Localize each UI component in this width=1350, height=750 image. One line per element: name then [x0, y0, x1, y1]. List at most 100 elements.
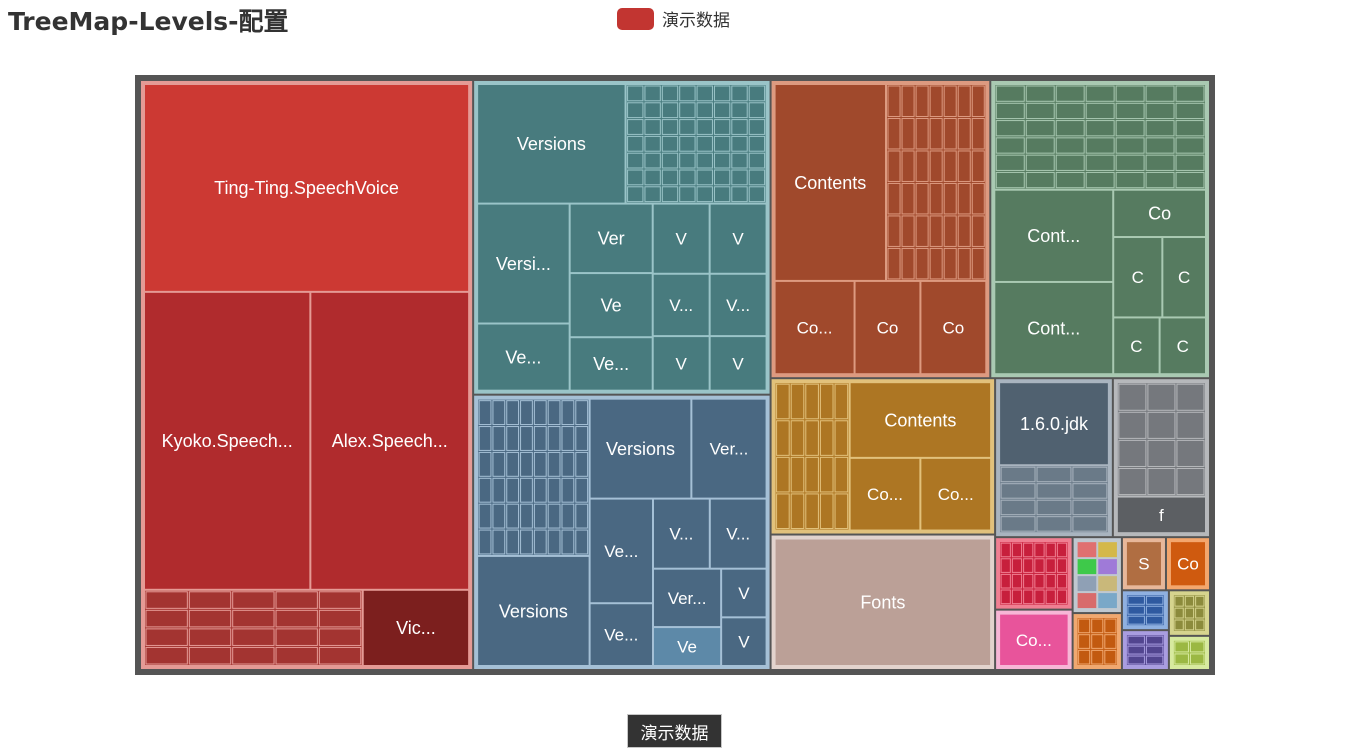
treemap-node-versions-2-1[interactable] — [478, 556, 589, 665]
treemap-node-v-1-7[interactable] — [653, 204, 709, 273]
treemap-group-misc-red[interactable] — [996, 538, 1072, 609]
treemap-node-tile-11-2[interactable] — [1077, 559, 1097, 575]
treemap-subnode[interactable] — [776, 493, 790, 530]
treemap-subnode[interactable] — [748, 186, 766, 203]
treemap-subnode[interactable] — [1118, 383, 1147, 411]
treemap-subnode[interactable] — [731, 119, 748, 135]
treemap-subnode[interactable] — [1195, 595, 1205, 607]
treemap-node-co-14-0[interactable] — [1170, 542, 1205, 586]
treemap-subnode[interactable] — [1118, 439, 1147, 467]
treemap-subnode[interactable] — [971, 85, 985, 117]
treemap-subnode[interactable] — [1147, 411, 1176, 439]
treemap-group-misc-olive[interactable] — [1169, 591, 1209, 635]
treemap-subnode[interactable] — [1174, 595, 1184, 607]
treemap-subnode[interactable] — [1175, 102, 1205, 120]
treemap-subnode[interactable] — [232, 646, 275, 665]
treemap-subnode[interactable] — [929, 85, 943, 117]
treemap-subnode[interactable] — [492, 451, 506, 477]
treemap-subnode[interactable] — [901, 117, 915, 150]
treemap-subnode[interactable] — [1145, 655, 1164, 665]
treemap-node-versions-2-4[interactable] — [590, 499, 652, 603]
treemap-node-co-5-2[interactable] — [850, 458, 920, 530]
treemap-subnode[interactable] — [915, 215, 929, 247]
treemap-node-tile-9-0[interactable] — [1000, 542, 1068, 605]
treemap-subnode[interactable] — [1078, 618, 1091, 634]
treemap-subnode[interactable] — [1118, 411, 1147, 439]
treemap-subnode[interactable] — [1145, 645, 1164, 655]
treemap-node-tile-2-0[interactable] — [478, 399, 589, 555]
treemap-subnode[interactable] — [575, 426, 589, 451]
treemap-subnode[interactable] — [834, 493, 849, 530]
treemap-subnode[interactable] — [1115, 85, 1145, 102]
treemap-subnode[interactable] — [318, 628, 362, 646]
treemap-node-c-4-5[interactable] — [1163, 238, 1205, 317]
treemap-subnode[interactable] — [520, 477, 533, 503]
treemap-node-v-1-12[interactable] — [710, 337, 766, 390]
treemap-subnode[interactable] — [661, 102, 679, 119]
treemap-node-tile-11-0[interactable] — [1077, 542, 1097, 558]
treemap-subnode[interactable] — [492, 477, 506, 503]
treemap-subnode[interactable] — [1145, 605, 1164, 615]
treemap-node-tile-4-0[interactable] — [995, 85, 1205, 189]
treemap-subnode[interactable] — [731, 85, 748, 102]
treemap-node-ting-ting-speechvoice-0-0[interactable] — [145, 85, 469, 291]
treemap-node-versions-1-0[interactable] — [478, 85, 625, 203]
treemap-node-c-4-7[interactable] — [1160, 318, 1205, 374]
treemap-subnode[interactable] — [679, 102, 696, 119]
treemap-node-v-2-10[interactable] — [722, 569, 766, 617]
treemap-subnode[interactable] — [1085, 120, 1115, 137]
treemap-node-ve-1-5[interactable] — [570, 274, 652, 337]
treemap-subnode[interactable] — [1195, 607, 1205, 619]
treemap-subnode[interactable] — [547, 477, 561, 503]
treemap-subnode[interactable] — [1174, 653, 1189, 665]
treemap-subnode[interactable] — [901, 150, 915, 182]
treemap-subnode[interactable] — [819, 383, 834, 420]
treemap-subnode[interactable] — [1025, 102, 1055, 120]
treemap-node-co-3-4[interactable] — [921, 281, 986, 374]
treemap-subnode[interactable] — [547, 451, 561, 477]
treemap-subnode[interactable] — [957, 150, 971, 182]
treemap-group-misc-blue[interactable] — [1122, 591, 1168, 630]
treemap-subnode[interactable] — [533, 426, 547, 451]
treemap-subnode[interactable] — [533, 477, 547, 503]
treemap-subnode[interactable] — [696, 85, 713, 102]
treemap-subnode[interactable] — [1184, 595, 1195, 607]
treemap-subnode[interactable] — [943, 85, 957, 117]
treemap-node-c-4-4[interactable] — [1114, 238, 1162, 317]
treemap-subnode[interactable] — [478, 451, 492, 477]
treemap-node-versi-2-5[interactable] — [590, 604, 652, 665]
treemap-subnode[interactable] — [1056, 542, 1068, 558]
treemap-subnode[interactable] — [1085, 102, 1115, 120]
treemap-node-tile-11-3[interactable] — [1098, 559, 1117, 575]
treemap-node-versi-2-8[interactable] — [653, 569, 721, 627]
treemap-subnode[interactable] — [901, 247, 915, 280]
treemap-subnode[interactable] — [478, 503, 492, 529]
treemap-subnode[interactable] — [731, 102, 748, 119]
treemap-subnode[interactable] — [995, 154, 1025, 171]
treemap-subnode[interactable] — [887, 215, 901, 247]
treemap-subnode[interactable] — [1085, 171, 1115, 189]
treemap-subnode[interactable] — [627, 102, 644, 119]
treemap-subnode[interactable] — [834, 420, 849, 456]
treemap-subnode[interactable] — [929, 215, 943, 247]
treemap-subnode[interactable] — [575, 529, 589, 555]
treemap-subnode[interactable] — [575, 503, 589, 529]
treemap-subnode[interactable] — [1174, 607, 1184, 619]
treemap-subnode[interactable] — [1072, 466, 1108, 483]
treemap-subnode[interactable] — [971, 182, 985, 215]
treemap-node-tile-11-6[interactable] — [1098, 576, 1117, 592]
treemap-node-cont-4-2[interactable] — [995, 282, 1113, 374]
treemap-subnode[interactable] — [1145, 615, 1164, 625]
treemap-subnode[interactable] — [492, 529, 506, 555]
treemap-subnode[interactable] — [478, 426, 492, 451]
treemap-subnode[interactable] — [696, 152, 713, 169]
treemap-subnode[interactable] — [1175, 137, 1205, 154]
treemap-subnode[interactable] — [1000, 466, 1036, 483]
treemap-subnode[interactable] — [943, 117, 957, 150]
treemap-subnode[interactable] — [1045, 589, 1056, 605]
treemap-subnode[interactable] — [1145, 120, 1175, 137]
treemap-subnode[interactable] — [819, 493, 834, 530]
treemap-subnode[interactable] — [943, 182, 957, 215]
treemap-subnode[interactable] — [1011, 589, 1023, 605]
